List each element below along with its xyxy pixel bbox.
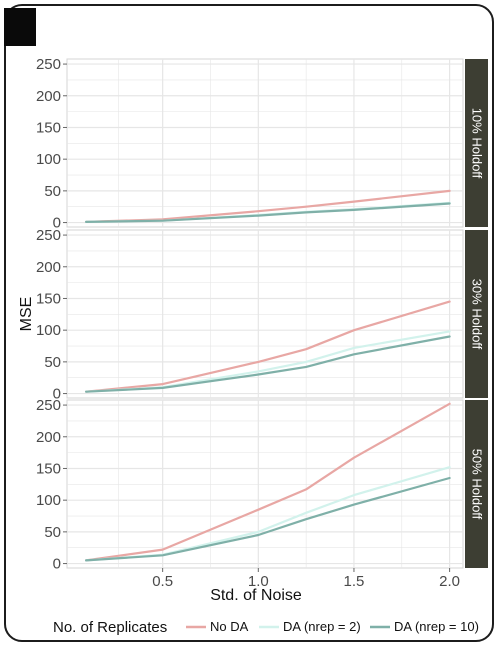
panel-2: 0 50 100 150 200 250 30% Holdoff: [36, 227, 488, 403]
legend-label-no-da: No DA: [210, 619, 249, 634]
panels-layer: 0 50 100 150 200 250 10% Holdoff 0 50 100 150 200 25…: [36, 56, 488, 573]
facet-strip-label: 50% Holdoff: [470, 449, 485, 520]
x-tick-label: 1.5: [344, 573, 365, 590]
panel-3: 0 50 100 150 200 250 50% Holdoff: [36, 397, 488, 573]
facet-strip-label: 30% Holdoff: [470, 279, 485, 350]
x-axis-title: Std. of Noise: [210, 587, 302, 604]
legend-title: No. of Replicates: [53, 619, 167, 636]
series-line-da-nrep-10: [84, 335, 451, 393]
y-axis-title: MSE: [18, 297, 35, 332]
y-tick-label: 200: [36, 88, 61, 105]
y-tick-label: 200: [36, 259, 61, 276]
series-line-no-da: [84, 402, 451, 562]
y-tick-label: 200: [36, 429, 61, 446]
y-tick-label: 100: [36, 492, 61, 509]
facet-strip: [465, 59, 488, 227]
y-tick-label: 250: [36, 227, 61, 244]
y-tick-label: 0: [53, 386, 61, 403]
x-tick-label: 1.0: [248, 573, 269, 590]
panel-1: 0 50 100 150 200 250 10% Holdoff: [36, 56, 488, 232]
legend-label-da-nrep-10: DA (nrep = 10): [394, 619, 479, 634]
x-tick-label: 2.0: [439, 573, 460, 590]
y-tick-label: 150: [36, 290, 61, 307]
y-tick-label: 0: [53, 556, 61, 573]
y-tick-label: 0: [53, 215, 61, 232]
x-tick-label: 0.5: [152, 573, 173, 590]
series-line-da-nrep-10: [84, 202, 451, 223]
y-tick-label: 250: [36, 56, 61, 73]
axes-layer: 0.5 1.0 1.5 2.0: [152, 568, 460, 590]
facet-strip-label: 10% Holdoff: [470, 108, 485, 179]
panel-background: [66, 399, 464, 569]
legend-label-da-nrep-2: DA (nrep = 2): [283, 619, 361, 634]
series-line-no-da: [84, 300, 451, 393]
panel-background: [66, 58, 464, 228]
y-tick-label: 50: [44, 524, 61, 541]
y-tick-label: 250: [36, 397, 61, 414]
legend: No. of Replicates No DA DA (nrep = 2) DA (…: [53, 619, 479, 636]
y-tick-label: 150: [36, 460, 61, 477]
corner-badge: [4, 8, 36, 46]
facet-strip: [465, 400, 488, 568]
y-tick-label: 150: [36, 119, 61, 136]
y-tick-label: 100: [36, 322, 61, 339]
y-tick-label: 100: [36, 151, 61, 168]
facet-strip: [465, 230, 488, 398]
series-line-da-nrep-10: [84, 476, 451, 562]
y-tick-label: 50: [44, 183, 61, 200]
y-tick-label: 50: [44, 354, 61, 371]
